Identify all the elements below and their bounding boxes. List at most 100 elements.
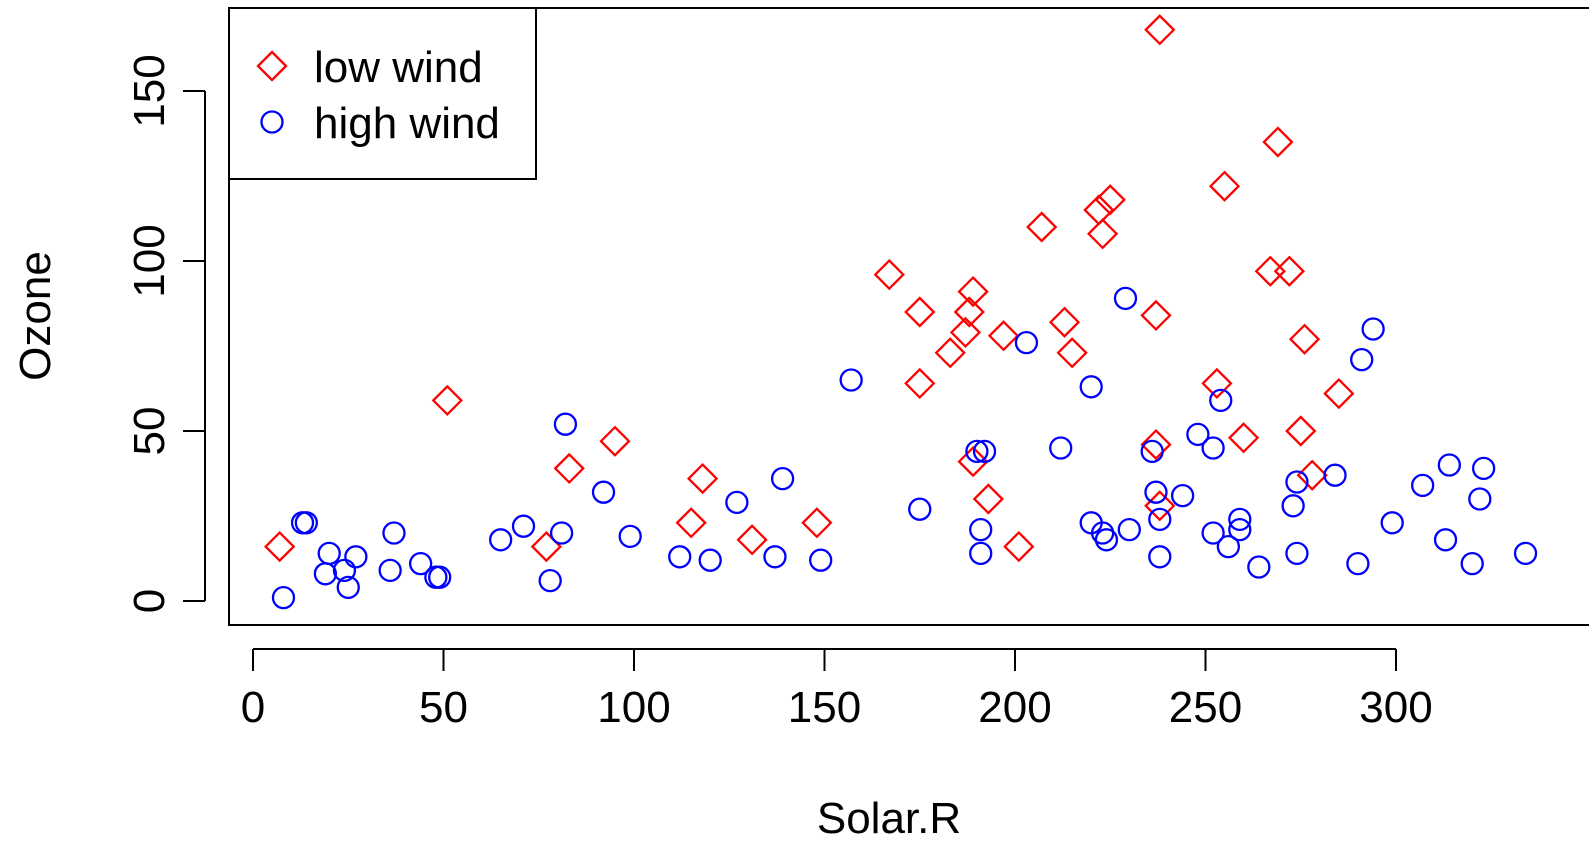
data-point-circle xyxy=(553,412,578,436)
data-point-circle xyxy=(294,511,318,535)
data-point-diamond xyxy=(1144,14,1176,46)
legend-label-low-wind: low wind xyxy=(314,43,483,92)
data-point-circle xyxy=(408,551,433,576)
data-point-circle xyxy=(1437,453,1461,477)
data-point-diamond xyxy=(801,507,833,539)
data-point-circle xyxy=(1513,541,1538,566)
data-point-diamond xyxy=(1262,126,1294,158)
x-tick-label: 100 xyxy=(597,683,670,732)
x-tick-label: 150 xyxy=(788,683,861,732)
data-point-diamond xyxy=(1048,306,1081,338)
data-point-circle xyxy=(969,517,993,542)
legend-marker-high-wind xyxy=(260,110,284,134)
data-point-circle xyxy=(965,439,989,464)
data-point-circle xyxy=(1144,480,1168,504)
data-point-circle xyxy=(1014,330,1039,355)
x-tick-label: 200 xyxy=(978,683,1051,732)
data-point-circle xyxy=(1079,375,1103,399)
data-point-circle xyxy=(1201,521,1225,545)
data-point-diamond xyxy=(553,452,585,485)
data-point-diamond xyxy=(1094,184,1126,216)
data-point-circle xyxy=(317,541,341,566)
data-point-diamond xyxy=(1087,218,1119,250)
data-point-circle xyxy=(1433,528,1458,552)
data-point-circle xyxy=(1201,436,1225,460)
data-point-circle xyxy=(1113,286,1138,311)
data-point-circle xyxy=(1346,551,1370,576)
data-points xyxy=(264,14,1538,610)
legend-box xyxy=(228,7,537,180)
data-point-circle xyxy=(1228,507,1252,532)
data-point-circle xyxy=(1186,422,1210,447)
plot-frame xyxy=(228,7,1589,626)
data-point-circle xyxy=(839,368,863,392)
data-point-circle xyxy=(1247,555,1271,579)
data-point-circle xyxy=(809,548,833,572)
data-point-circle xyxy=(969,541,993,566)
x-tick-label: 0 xyxy=(241,683,265,732)
data-point-circle xyxy=(549,521,574,545)
y-tick-label: 0 xyxy=(125,589,174,613)
data-point-circle xyxy=(1228,517,1252,542)
data-point-circle xyxy=(1285,541,1309,566)
data-point-diamond xyxy=(957,275,989,308)
data-point-circle xyxy=(591,480,616,504)
axes: 0 50 100 150 200 250 300 0 50 100 150 xyxy=(125,7,1589,732)
data-point-circle xyxy=(763,545,787,569)
data-point-circle xyxy=(344,545,368,569)
data-point-circle xyxy=(908,497,932,521)
legend: low wind high wind xyxy=(228,7,537,180)
data-point-diamond xyxy=(1003,530,1035,563)
y-tick-label: 150 xyxy=(125,54,174,127)
x-axis-label: Solar.R xyxy=(817,794,961,843)
data-point-diamond xyxy=(736,524,768,556)
data-point-diamond xyxy=(904,296,936,328)
data-point-circle xyxy=(1471,456,1496,481)
data-point-circle xyxy=(618,524,642,549)
data-point-diamond xyxy=(431,384,463,417)
data-point-circle xyxy=(1094,528,1119,552)
data-point-diamond xyxy=(953,296,985,328)
y-tick-label: 50 xyxy=(125,407,174,456)
data-point-diamond xyxy=(904,367,936,400)
data-point-diamond xyxy=(1056,337,1088,369)
data-point-diamond xyxy=(599,425,631,457)
data-point-diamond xyxy=(675,507,707,539)
data-point-diamond xyxy=(1201,367,1233,400)
data-point-circle xyxy=(488,528,513,552)
data-point-circle xyxy=(1170,483,1195,508)
data-point-diamond xyxy=(1140,299,1172,332)
x-tick-label: 50 xyxy=(419,683,468,732)
data-point-circle xyxy=(1323,463,1347,487)
legend-label-high-wind: high wind xyxy=(314,99,500,148)
data-point-circle xyxy=(1281,494,1305,518)
data-point-diamond xyxy=(264,530,296,563)
data-point-diamond xyxy=(873,258,905,291)
data-point-circle xyxy=(668,545,692,569)
data-point-diamond xyxy=(1026,211,1058,243)
data-point-circle xyxy=(1380,511,1404,535)
data-point-circle xyxy=(511,514,536,538)
series-high-wind xyxy=(271,286,1538,610)
data-point-diamond xyxy=(1208,170,1241,202)
data-point-circle xyxy=(1148,545,1172,569)
data-point-diamond xyxy=(1296,459,1328,491)
data-point-diamond xyxy=(686,462,719,495)
data-point-circle xyxy=(1361,317,1385,341)
data-point-circle xyxy=(1460,551,1484,576)
data-point-diamond xyxy=(1288,323,1321,355)
x-tick-label: 300 xyxy=(1359,683,1432,732)
data-point-circle xyxy=(1209,388,1233,413)
data-point-circle xyxy=(1148,507,1172,532)
data-point-diamond xyxy=(987,320,1020,352)
legend-marker-low-wind xyxy=(256,50,288,82)
data-point-circle xyxy=(382,521,406,545)
data-point-circle xyxy=(698,548,722,572)
data-point-circle xyxy=(1285,470,1309,494)
data-point-circle xyxy=(336,575,360,600)
data-point-diamond xyxy=(934,337,966,369)
y-tick-label: 100 xyxy=(125,224,174,297)
data-point-circle xyxy=(332,558,357,583)
data-point-diamond xyxy=(1285,415,1317,447)
